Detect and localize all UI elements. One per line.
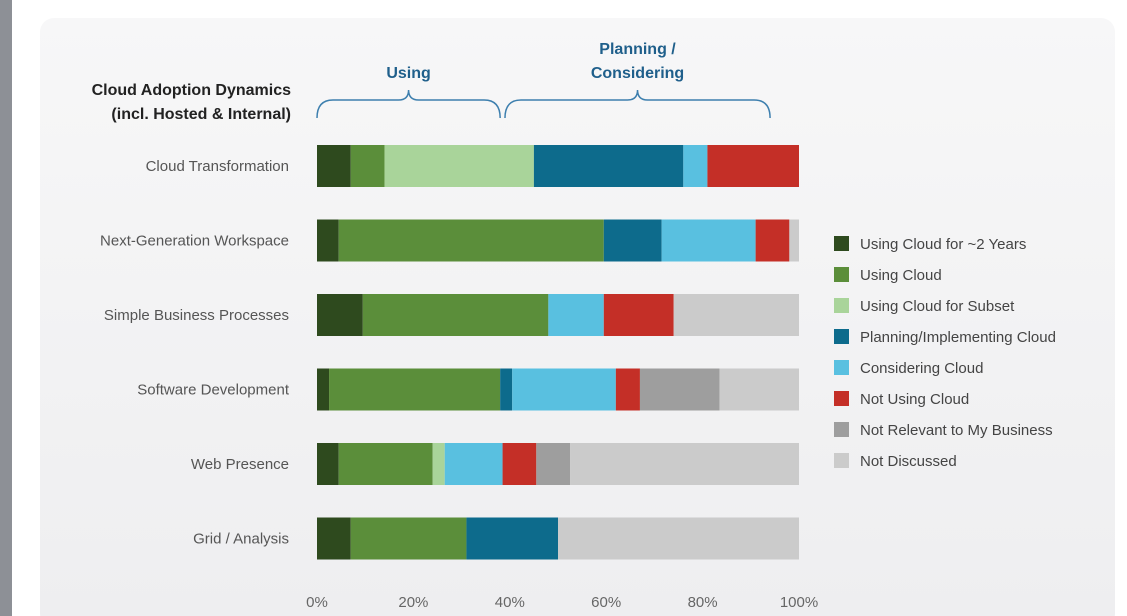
legend-swatch bbox=[834, 329, 849, 344]
bar-segment bbox=[533, 145, 684, 187]
bar-segment bbox=[683, 145, 708, 187]
x-tick-label: 20% bbox=[398, 594, 428, 611]
bar-segment bbox=[548, 294, 604, 336]
bar-segment bbox=[338, 443, 433, 485]
legend-label: Using Cloud bbox=[860, 267, 942, 284]
category-label: Grid / Analysis bbox=[193, 531, 289, 548]
bar-segment bbox=[384, 145, 534, 187]
bar-segment bbox=[317, 517, 351, 560]
chart-title-line: (incl. Hosted & Internal) bbox=[111, 106, 291, 123]
bar-segment bbox=[661, 219, 756, 262]
legend-swatch bbox=[834, 453, 849, 468]
bar-segment bbox=[570, 443, 799, 485]
bar-segment bbox=[615, 368, 640, 411]
bar-segment bbox=[317, 368, 330, 411]
category-label: Software Development bbox=[137, 382, 290, 399]
bracket-0 bbox=[316, 89, 501, 119]
bar-segment bbox=[755, 219, 790, 262]
legend-label: Not Using Cloud bbox=[860, 391, 969, 408]
legend-swatch bbox=[834, 360, 849, 375]
x-tick-label: 100% bbox=[780, 594, 818, 611]
bar-segment bbox=[362, 294, 549, 336]
category-label: Web Presence bbox=[191, 456, 289, 473]
legend-label: Not Relevant to My Business bbox=[860, 422, 1053, 439]
left-edge-strip bbox=[0, 0, 12, 616]
category-label: Cloud Transformation bbox=[146, 158, 289, 175]
bar-segment bbox=[500, 368, 513, 411]
legend-swatch bbox=[834, 267, 849, 282]
bar-segment bbox=[317, 294, 363, 336]
legend-swatch bbox=[834, 391, 849, 406]
bracket-label: Considering bbox=[591, 65, 684, 82]
bar-segment bbox=[350, 517, 467, 560]
x-tick-label: 0% bbox=[306, 594, 328, 611]
x-tick-label: 60% bbox=[591, 594, 621, 611]
x-tick-label: 80% bbox=[688, 594, 718, 611]
legend-label: Using Cloud for Subset bbox=[860, 298, 1015, 315]
bracket-label: Planning / bbox=[599, 41, 676, 58]
bar-segment bbox=[603, 219, 662, 262]
legend-label: Not Discussed bbox=[860, 453, 957, 470]
bar-segment bbox=[502, 443, 537, 485]
chart-title-line: Cloud Adoption Dynamics bbox=[92, 82, 292, 99]
legend-label: Considering Cloud bbox=[860, 360, 983, 377]
bar-segment bbox=[329, 368, 501, 411]
legend-swatch bbox=[834, 298, 849, 313]
bar-segment bbox=[707, 145, 799, 187]
bracket-1 bbox=[504, 89, 771, 119]
bar-segment bbox=[317, 219, 339, 262]
x-tick-label: 40% bbox=[495, 594, 525, 611]
bar-segment bbox=[338, 219, 604, 262]
legend-label: Using Cloud for ~2 Years bbox=[860, 236, 1026, 253]
bracket-label: Using bbox=[386, 65, 430, 82]
legend-swatch bbox=[834, 236, 849, 251]
category-label: Next-Generation Workspace bbox=[100, 233, 289, 250]
category-label: Simple Business Processes bbox=[104, 307, 289, 324]
bar-segment bbox=[350, 145, 385, 187]
legend-label: Planning/Implementing Cloud bbox=[860, 329, 1056, 346]
bar-segment bbox=[536, 443, 571, 485]
bar-segment bbox=[719, 368, 799, 411]
bar-segment bbox=[558, 517, 799, 560]
bar-segment bbox=[673, 294, 799, 336]
bar-segment bbox=[789, 219, 799, 262]
bar-segment bbox=[603, 294, 674, 336]
bar-segment bbox=[639, 368, 720, 411]
bar-segment bbox=[317, 145, 351, 187]
bar-segment bbox=[512, 368, 616, 411]
bar-segment bbox=[432, 443, 445, 485]
bar-segment bbox=[317, 443, 339, 485]
legend-swatch bbox=[834, 422, 849, 437]
bar-segment bbox=[466, 517, 558, 560]
bar-segment bbox=[444, 443, 503, 485]
